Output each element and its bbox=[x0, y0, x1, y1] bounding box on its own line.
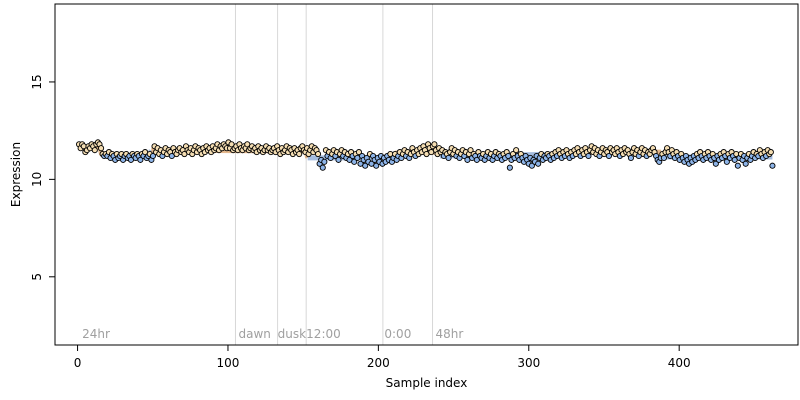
data-point bbox=[355, 149, 362, 156]
x-axis-label: Sample index bbox=[386, 376, 468, 390]
data-point bbox=[767, 149, 774, 156]
data-point bbox=[296, 150, 303, 158]
data-point bbox=[605, 152, 612, 160]
phase-label: dusk bbox=[278, 327, 306, 341]
data-point bbox=[585, 152, 592, 160]
phase-label: 48hr bbox=[436, 327, 464, 341]
plot-frame bbox=[54, 3, 799, 346]
data-point bbox=[445, 154, 452, 161]
data-point bbox=[335, 156, 342, 163]
data-point bbox=[362, 162, 369, 169]
data-point bbox=[149, 152, 157, 160]
data-point bbox=[627, 154, 634, 161]
phase-lines bbox=[234, 4, 434, 345]
data-point bbox=[91, 147, 98, 154]
data-point bbox=[513, 147, 520, 154]
data-point bbox=[535, 160, 542, 167]
phase-label: dawn bbox=[238, 327, 270, 341]
phase-labels: 24hr dawn dusk 12:00 0:00 48hr bbox=[82, 327, 463, 341]
data-point bbox=[742, 160, 749, 167]
x-tick-label: 300 bbox=[517, 356, 540, 370]
data-point bbox=[314, 150, 322, 158]
data-point bbox=[528, 162, 535, 169]
y-tick-label: 15 bbox=[30, 74, 44, 89]
data-point bbox=[373, 162, 380, 169]
axes: 0 100 200 300 400 5 10 15 Sample index Expression bbox=[9, 3, 799, 390]
data-point bbox=[319, 164, 326, 171]
data-point bbox=[431, 141, 438, 148]
data-point bbox=[321, 158, 328, 165]
data-points bbox=[76, 139, 776, 171]
data-point bbox=[467, 147, 474, 154]
y-tick-label: 10 bbox=[30, 172, 44, 187]
data-point bbox=[734, 162, 741, 169]
y-axis-label: Expression bbox=[9, 142, 23, 207]
x-tick-label: 200 bbox=[367, 356, 390, 370]
phase-label: 12:00 bbox=[306, 327, 341, 341]
x-tick-label: 400 bbox=[668, 356, 691, 370]
phase-label: 24hr bbox=[82, 327, 110, 341]
data-point bbox=[660, 154, 668, 161]
x-tick-label: 100 bbox=[217, 356, 240, 370]
data-point bbox=[98, 145, 105, 152]
data-point bbox=[506, 164, 513, 171]
data-point bbox=[723, 158, 730, 165]
data-point bbox=[712, 160, 719, 167]
data-point bbox=[351, 158, 358, 165]
phase-label: 0:00 bbox=[384, 327, 411, 341]
data-point bbox=[769, 162, 776, 169]
y-tick-label: 5 bbox=[30, 273, 44, 281]
x-tick-label: 0 bbox=[74, 356, 82, 370]
data-point bbox=[137, 156, 144, 163]
